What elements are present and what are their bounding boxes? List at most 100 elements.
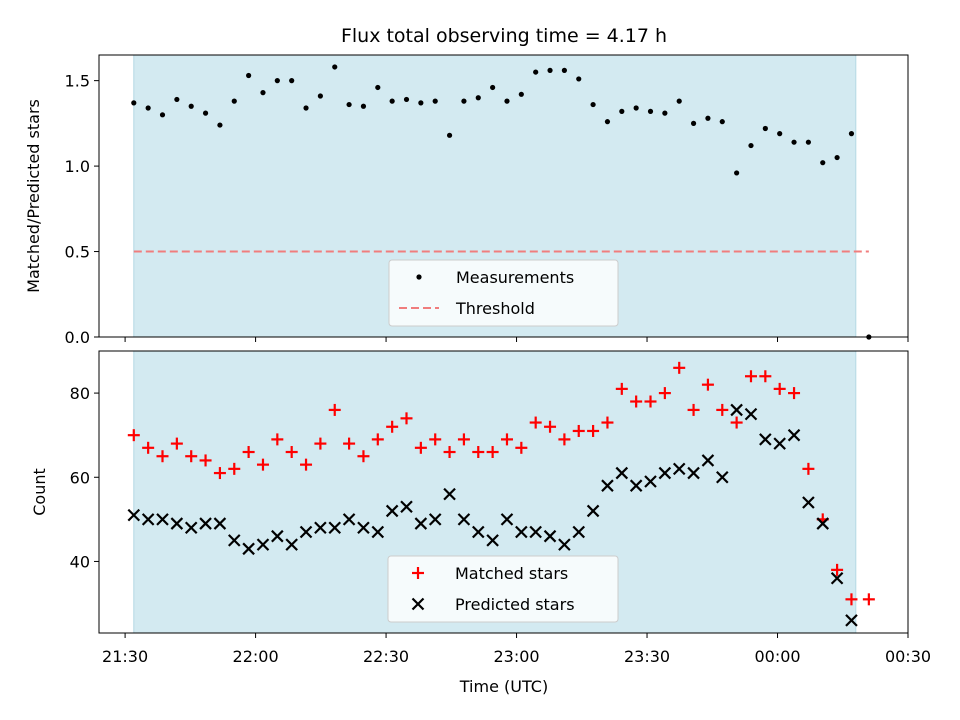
data-point [773,382,786,395]
data-point [389,98,395,104]
data-point [701,378,714,391]
series-measurements [131,64,872,340]
data-point [805,139,811,145]
x-tick-label: 22:30 [363,647,409,666]
legend-label: Measurements [456,268,574,287]
data-point [289,78,295,84]
axes-frame [98,350,909,634]
data-point [314,521,327,535]
legend-label: Predicted stars [455,595,575,614]
data-point [213,517,227,530]
y-axis-label: Count [30,468,49,516]
data-point [446,132,453,138]
data-point [428,513,442,526]
ratio-panel: 0.0 0.5 1.0 1.5 Matched/Predicted stars Measu… [24,54,909,347]
data-point [461,98,467,104]
data-point [400,412,413,425]
data-point [231,98,237,104]
legend: Measurements Threshold [388,259,619,327]
data-point [615,466,629,480]
data-point [314,437,327,450]
data-point [242,542,255,556]
data-point [543,529,557,543]
data-point [601,416,614,429]
data-point [342,513,356,526]
data-point [475,95,481,101]
data-point [127,429,140,442]
data-point [515,525,528,539]
data-point [432,98,438,104]
y-tick-label: 0.0 [65,328,90,347]
x-tick-label: 00:00 [754,647,800,666]
data-point [202,110,209,116]
data-point [457,433,470,446]
data-point [185,450,198,463]
data-point [547,67,553,73]
data-point [414,517,428,530]
data-point [260,90,266,96]
data-point [271,529,284,543]
data-point [687,466,700,480]
data-point [271,433,284,446]
data-point [673,361,686,374]
data-point [644,395,657,408]
data-point [787,428,801,442]
data-point [845,593,858,606]
data-point [615,382,628,395]
data-point [357,450,370,463]
data-point [156,513,169,526]
data-point [658,466,672,480]
x-axis: 21:3022:0022:3023:0023:3000:0000:3001:00… [102,647,931,666]
data-point [414,441,427,454]
data-point [386,420,399,433]
data-point [500,433,513,446]
data-point [687,403,700,416]
data-point [328,403,341,416]
data-point [274,78,280,84]
data-point [443,487,456,501]
data-point [471,525,485,539]
data-point [242,446,255,459]
data-point [228,462,241,475]
data-point [744,407,758,421]
y-tick-label: 40 [70,552,90,571]
data-point [418,100,424,106]
data-point [834,154,840,161]
data-point [759,433,772,446]
data-point [558,538,571,551]
x-tick-label: 23:00 [493,647,539,666]
data-point [830,572,844,585]
data-point [533,69,539,75]
data-point [141,513,155,526]
chart-title: Flux total observing time = 4.17 h [341,25,667,47]
data-point [845,614,858,627]
data-point [701,454,715,467]
data-point [371,433,384,446]
data-point [633,105,639,111]
y-tick-label: 60 [70,468,90,487]
data-point [504,98,510,104]
data-point [558,433,571,446]
y-tick-label: 80 [70,384,90,403]
data-point [184,521,198,535]
data-point [360,103,367,109]
data-point [576,76,582,82]
data-point [515,441,528,454]
data-point [658,387,671,400]
series-matched-stars [127,361,875,606]
data-point [762,125,768,132]
data-point [299,525,313,539]
data-point [672,462,686,476]
data-point [188,103,194,109]
data-point [400,500,413,514]
data-point [705,115,711,121]
data-point [490,84,496,91]
data-point [529,416,542,429]
data-point [343,437,356,450]
x-tick-label: 00:30 [885,647,931,666]
data-point [170,517,184,530]
data-point [142,441,155,454]
data-point [246,72,252,79]
data-point [644,475,657,488]
data-point [127,508,141,522]
